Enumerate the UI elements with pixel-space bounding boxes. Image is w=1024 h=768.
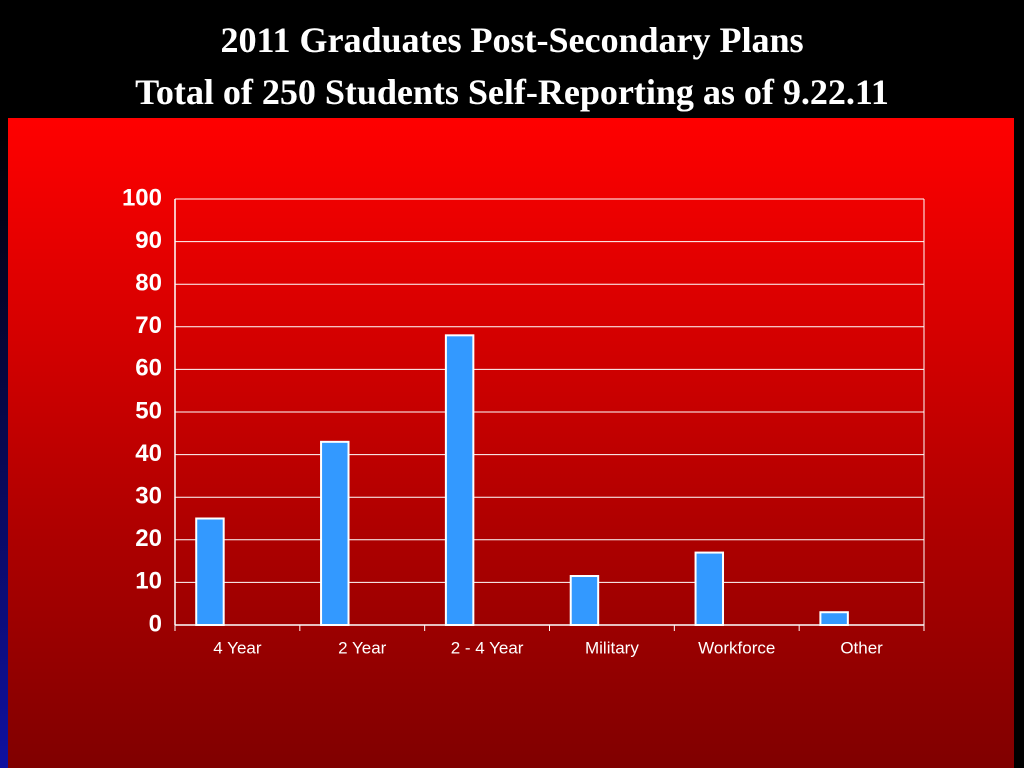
y-tick-label: 40 [135,440,162,467]
x-tick-label: 2 Year [338,638,387,657]
x-tick-label: Military [585,638,639,657]
y-tick-label: 80 [135,270,162,297]
x-tick-label: 4 Year [213,638,262,657]
bar [195,517,225,626]
bar [569,575,600,627]
y-tick-label: 70 [135,312,162,339]
y-tick-label: 0 [149,610,162,637]
y-tick-label: 100 [122,184,162,211]
bar [444,334,475,626]
y-tick-label: 10 [135,568,162,595]
bar [819,611,849,626]
y-tick-label: 50 [135,397,162,424]
y-tick-label: 60 [135,355,162,382]
bar [320,440,350,626]
chart-title: 2011 Graduates Post-Secondary Plans [220,20,803,60]
y-tick-label: 20 [135,525,162,552]
y-tick-label: 30 [135,483,162,510]
side-strip [0,118,8,768]
x-tick-label: Workforce [698,638,775,657]
y-tick-label: 90 [135,227,162,254]
x-tick-label: Other [840,638,883,657]
x-tick-label: 2 - 4 Year [451,638,524,657]
bar [694,551,725,627]
chart-subtitle: Total of 250 Students Self-Reporting as … [135,72,889,112]
